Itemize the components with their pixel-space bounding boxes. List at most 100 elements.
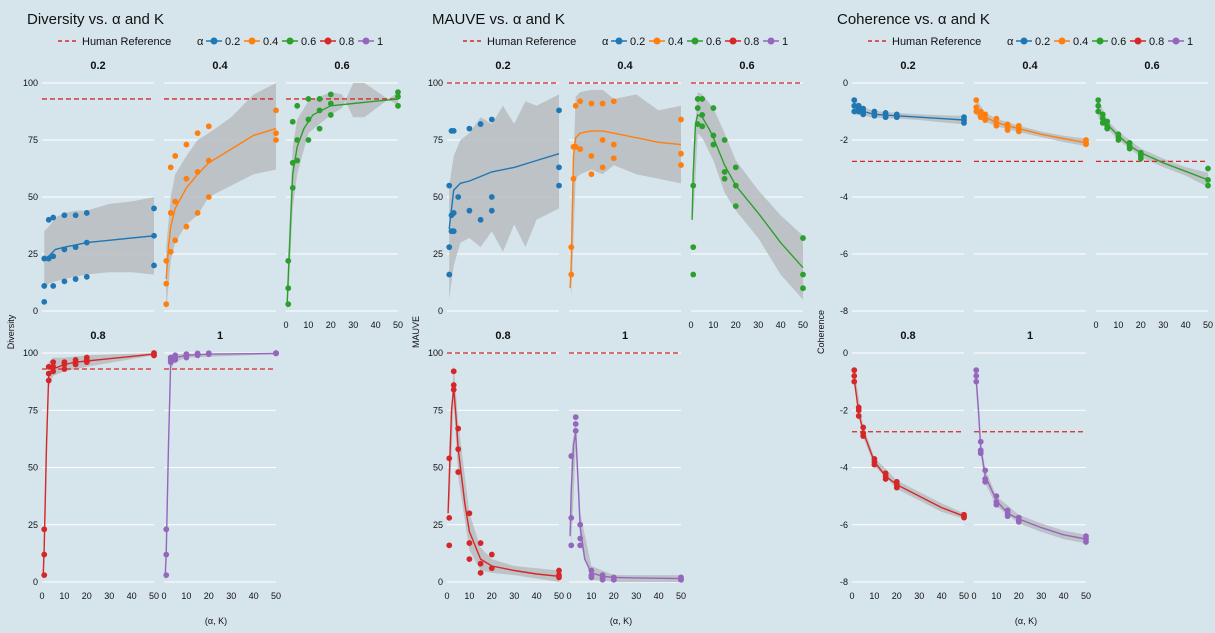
- data-point: [41, 526, 48, 533]
- x-tick-label: 40: [249, 591, 259, 601]
- data-point: [183, 223, 190, 230]
- data-point: [588, 574, 595, 581]
- facet-label: 0.8: [495, 330, 510, 342]
- data-point: [882, 476, 889, 482]
- y-tick-label: 50: [28, 192, 38, 202]
- data-point: [556, 164, 562, 171]
- data-point: [961, 114, 967, 121]
- data-point: [860, 111, 867, 118]
- x-tick-label: 40: [776, 320, 786, 330]
- data-point: [568, 244, 575, 251]
- facet-label: 0.6: [1144, 60, 1159, 72]
- data-point: [488, 551, 495, 558]
- y-tick-label: -8: [840, 577, 848, 587]
- data-point: [721, 175, 728, 182]
- legend-swatch-dot: [362, 37, 370, 45]
- legend-item-label: 0.6: [301, 36, 316, 48]
- data-point: [305, 116, 312, 123]
- x-tick-label: 30: [226, 591, 236, 601]
- data-point: [1004, 127, 1011, 133]
- data-point: [41, 298, 48, 305]
- x-tick-label: 30: [753, 320, 763, 330]
- y-tick-label: 0: [843, 348, 848, 358]
- x-tick-label: 0: [161, 591, 166, 601]
- x-tick-label: 10: [708, 320, 718, 330]
- data-point: [273, 350, 279, 356]
- data-point: [871, 112, 878, 119]
- data-point: [610, 141, 617, 148]
- x-axis-label: (α, K): [610, 616, 632, 626]
- data-point: [690, 271, 697, 278]
- series-curve: [165, 127, 277, 280]
- data-point: [316, 107, 323, 114]
- facet-0.4: 0.4: [973, 60, 1089, 312]
- x-tick-label: 0: [39, 591, 44, 601]
- legend-alpha-symbol: α: [1007, 36, 1014, 48]
- data-point: [83, 354, 90, 361]
- y-tick-label: 50: [28, 463, 38, 473]
- legend-alpha-symbol: α: [602, 36, 609, 48]
- y-tick-label: 100: [428, 78, 443, 88]
- data-point: [588, 567, 595, 574]
- data-point: [466, 556, 473, 562]
- legend-reference-label: Human Reference: [487, 36, 576, 48]
- data-point: [694, 96, 701, 102]
- data-point: [1015, 128, 1022, 135]
- data-point: [855, 407, 862, 414]
- y-tick-label: 0: [438, 577, 443, 587]
- x-tick-label: 20: [1136, 320, 1146, 330]
- data-point: [855, 413, 862, 419]
- data-point: [61, 366, 68, 372]
- data-point: [993, 501, 1000, 508]
- data-point: [305, 137, 312, 143]
- x-tick-label: 10: [586, 591, 596, 601]
- data-point: [1205, 165, 1211, 172]
- x-tick-label: 40: [937, 591, 947, 601]
- x-tick-label: 50: [798, 320, 808, 330]
- y-tick-label: 50: [433, 192, 443, 202]
- data-point: [678, 150, 684, 157]
- x-tick-label: 20: [487, 591, 497, 601]
- y-tick-label: -4: [840, 463, 848, 473]
- facet-1: 10 10 20 30 40 50: [161, 330, 281, 601]
- data-point: [151, 262, 157, 269]
- data-point: [556, 182, 562, 189]
- data-point: [982, 467, 989, 474]
- data-point: [163, 257, 170, 264]
- data-point: [710, 141, 717, 148]
- facet-0.2: 0.2 0 25 50 75 100: [428, 60, 562, 316]
- data-point: [588, 153, 595, 159]
- legend-swatch-dot: [653, 37, 661, 45]
- legend-swatch-dot: [1096, 37, 1104, 45]
- data-point: [1205, 177, 1211, 183]
- data-point: [163, 301, 170, 308]
- data-point: [893, 484, 900, 491]
- data-point: [183, 141, 190, 148]
- series-curve: [164, 352, 277, 578]
- series-curve: [569, 432, 682, 580]
- y-tick-label: -2: [840, 405, 848, 415]
- data-point: [973, 97, 980, 103]
- facet-label: 0.8: [90, 330, 105, 342]
- legend-reference-label: Human Reference: [892, 36, 981, 48]
- data-point: [273, 107, 279, 114]
- data-point: [151, 232, 157, 239]
- data-point: [163, 526, 170, 533]
- data-point: [450, 127, 457, 134]
- data-point: [446, 514, 453, 521]
- data-point: [556, 574, 562, 581]
- series-curve: [286, 98, 399, 305]
- data-point: [678, 116, 684, 123]
- x-tick-label: 30: [914, 591, 924, 601]
- data-point: [50, 253, 57, 260]
- data-point: [699, 123, 706, 130]
- data-point: [466, 125, 473, 132]
- data-point: [285, 301, 292, 308]
- x-tick-label: 20: [204, 591, 214, 601]
- data-point: [1083, 141, 1089, 148]
- data-point: [466, 540, 473, 546]
- data-point: [855, 108, 862, 115]
- x-tick-label: 50: [959, 591, 969, 601]
- data-point: [588, 100, 595, 107]
- data-point: [285, 285, 292, 292]
